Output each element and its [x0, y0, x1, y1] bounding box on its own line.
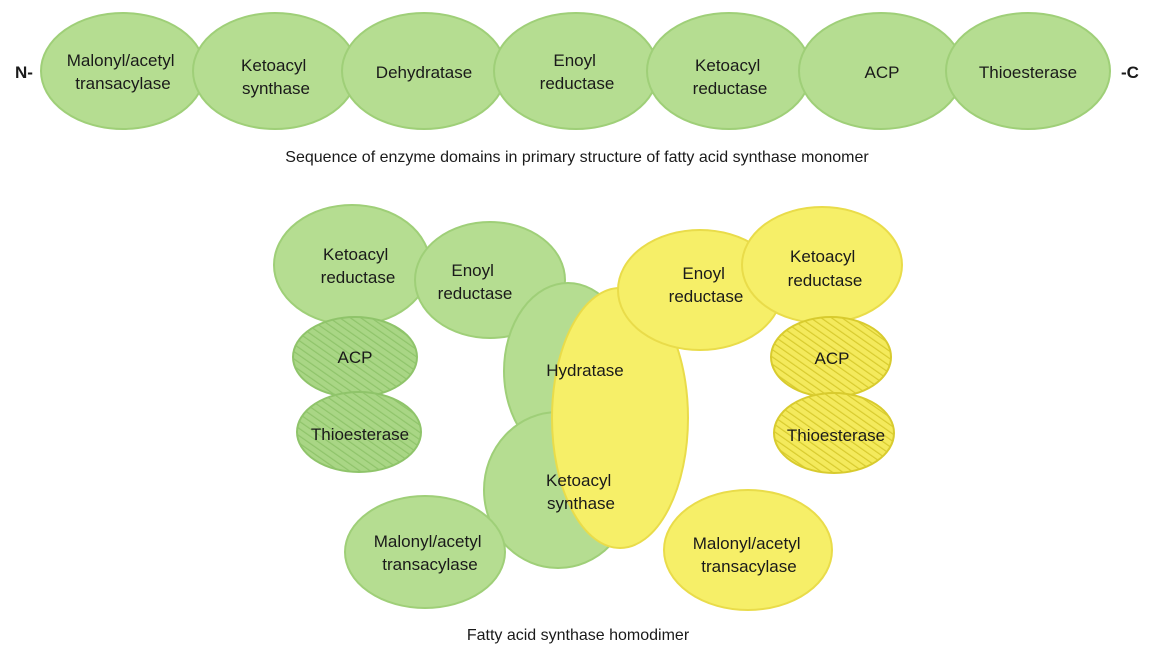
monomer-domain-ellipses: [40, 12, 1111, 130]
green-ketoacyl-reductase-shape: [273, 204, 431, 326]
yellow-ketoacyl-reductase-label: Ketoacyl reductase: [788, 247, 863, 290]
green-ketoacyl-reductase-label: Ketoacyl reductase: [321, 245, 396, 287]
homodimer-labels: Ketoacyl reductase Enoyl reductase Hydra…: [311, 245, 885, 576]
yellow-malonyl-acetyl-transacylase-shape: [663, 489, 833, 611]
domain-dehydratase-label: Dehydratase: [376, 63, 472, 82]
yellow-thioesterase-shape: [773, 392, 895, 474]
green-thioesterase-shape: [296, 391, 422, 473]
yellow-thioesterase-label: Thioesterase: [787, 426, 885, 445]
green-acp-label: ACP: [338, 348, 373, 367]
green-thioesterase-label: Thioesterase: [311, 425, 409, 444]
green-malonyl-acetyl-transacylase-label: Malonyl/acetyl transacylase: [374, 532, 486, 574]
domain-malonyl-acetyl-transacylase-shape: [40, 12, 206, 130]
homodimer-caption: Fatty acid synthase homodimer: [467, 627, 690, 644]
green-malonyl-acetyl-transacylase-shape: [344, 495, 506, 609]
domain-enoyl-reductase-shape: [493, 12, 659, 130]
domain-acp-label: ACP: [865, 63, 900, 82]
c-terminus-label: -C: [1121, 63, 1139, 82]
domain-thioesterase-label: Thioesterase: [979, 63, 1077, 82]
green-ketoacyl-synthase-label: Ketoacyl synthase: [546, 471, 616, 513]
green-hydratase-label: Hydratase: [546, 361, 623, 380]
green-enoyl-reductase-label: Enoyl reductase: [438, 261, 513, 303]
monomer-caption: Sequence of enzyme domains in primary st…: [285, 149, 869, 166]
yellow-subunit-shapes: [551, 206, 903, 611]
n-terminus-label: N-: [15, 63, 33, 82]
monomer-sequence: N- -C Malonyl/acetyl transacylase Ketoac…: [15, 12, 1139, 166]
yellow-enoyl-reductase-label: Enoyl reductase: [669, 264, 744, 306]
domain-ketoacyl-reductase-label: Ketoacyl reductase: [693, 56, 768, 98]
homodimer: Ketoacyl reductase Enoyl reductase Hydra…: [273, 204, 903, 644]
monomer-domain-labels: Malonyl/acetyl transacylase Ketoacyl syn…: [67, 51, 1077, 98]
domain-thioesterase-shape: [945, 12, 1111, 130]
domain-malonyl-acetyl-transacylase-label: Malonyl/acetyl transacylase: [67, 51, 179, 93]
domain-ketoacyl-synthase-label: Ketoacyl synthase: [241, 56, 311, 98]
domain-enoyl-reductase-label: Enoyl reductase: [540, 51, 615, 93]
yellow-acp-label: ACP: [815, 349, 850, 368]
yellow-malonyl-acetyl-transacylase-label: Malonyl/acetyl transacylase: [693, 534, 805, 576]
